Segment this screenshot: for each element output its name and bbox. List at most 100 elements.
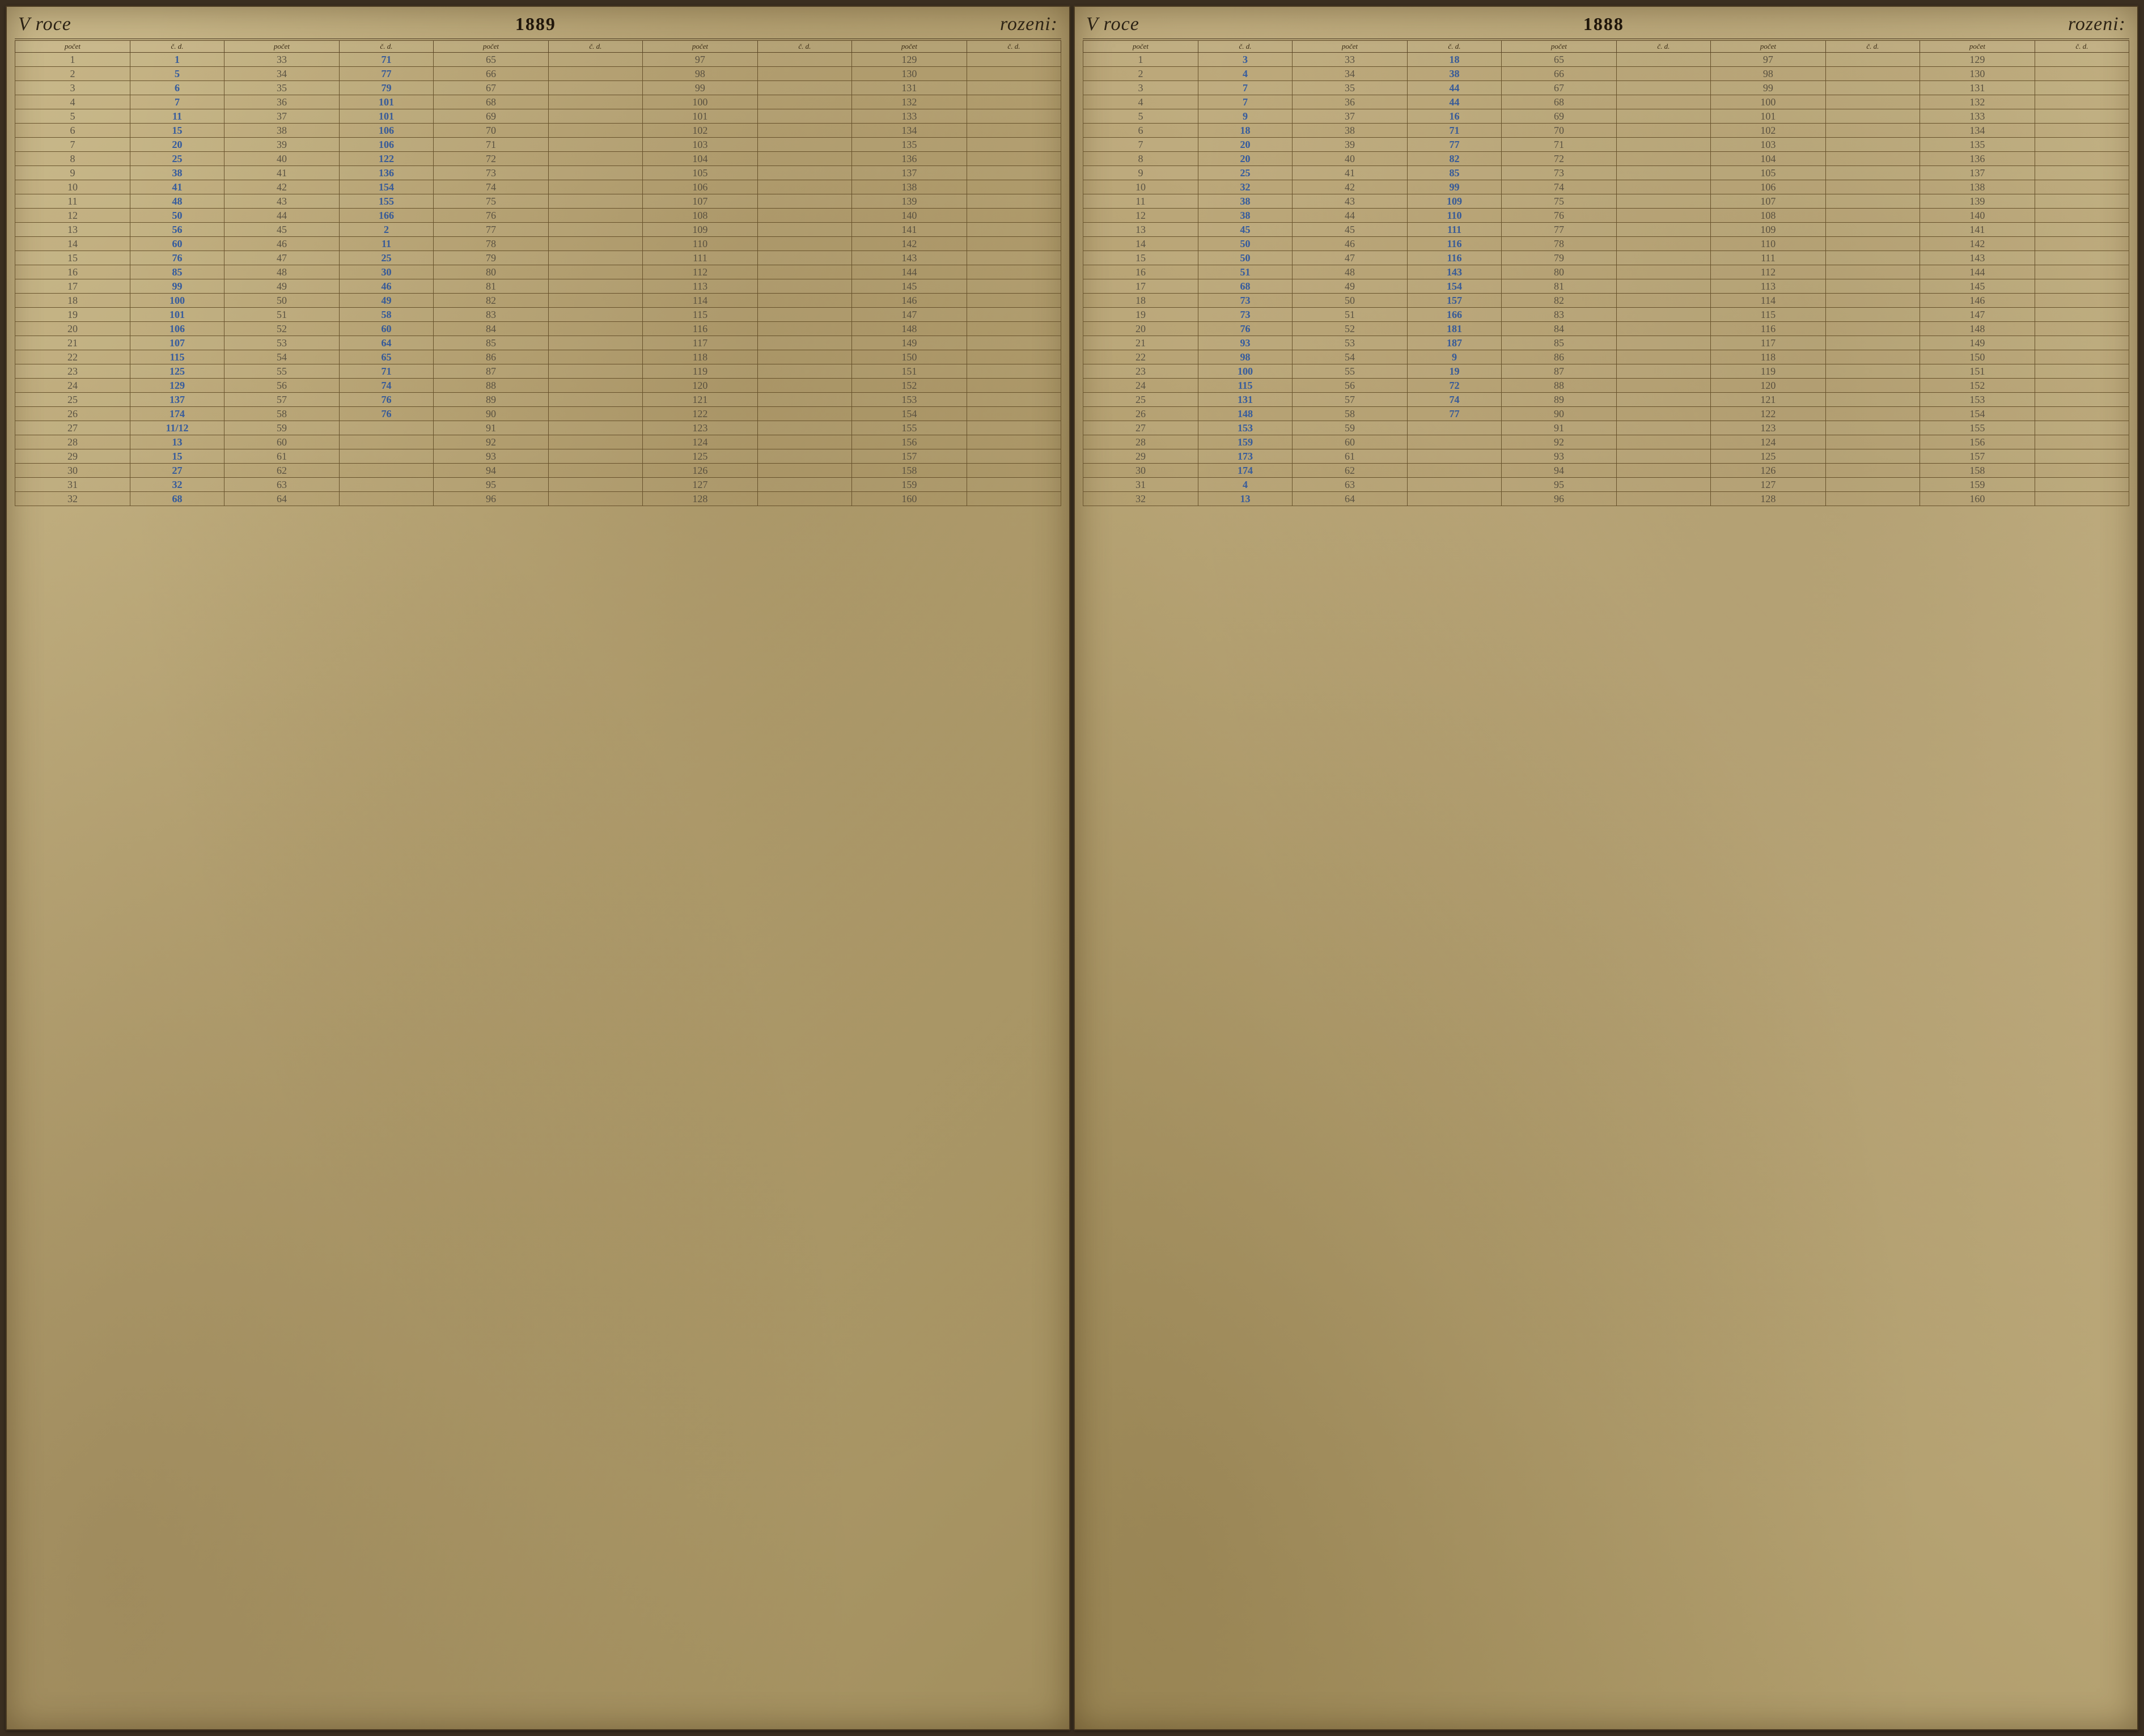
cell-cd: 76 [130,251,224,265]
cell-pocet: 5 [15,109,130,124]
cell-cd: 71 [339,364,433,379]
cell-pocet: 80 [1501,265,1616,279]
cell-cd [2035,478,2129,492]
hdr-cd: č. d. [548,41,642,53]
cell-pocet: 106 [1710,180,1825,194]
cell-cd [548,152,642,166]
cell-pocet: 148 [851,322,967,336]
cell-pocet: 51 [1292,308,1407,322]
cell-cd [2035,152,2129,166]
cell-cd [1616,393,1710,407]
cell-cd [2035,279,2129,294]
ledger-table-left: počet č. d. počet č. d. počet č. d. poče… [15,40,1061,506]
cell-pocet: 62 [224,464,339,478]
cell-cd: 15 [130,124,224,138]
cell-pocet: 120 [1710,379,1825,393]
cell-cd: 50 [1198,237,1292,251]
cell-pocet: 53 [1292,336,1407,350]
cell-pocet: 9 [15,166,130,180]
cell-cd [548,322,642,336]
cell-cd [1825,308,1920,322]
title-word1-right: V roce [1086,14,1139,35]
cell-cd [1407,421,1501,435]
table-row: 59371669101133 [1083,109,2129,124]
cell-pocet: 156 [851,435,967,449]
cell-pocet: 86 [433,350,548,364]
cell-cd [2035,421,2129,435]
cell-pocet: 154 [1920,407,2035,421]
cell-cd: 125 [130,364,224,379]
ledger-body-left: 1133716597129253477669813036357967991314… [15,53,1061,506]
cell-pocet: 56 [224,379,339,393]
cell-cd: 153 [1198,421,1292,435]
cell-pocet: 155 [1920,421,2035,435]
cell-cd [1616,138,1710,152]
cell-pocet: 124 [1710,435,1825,449]
cell-cd: 100 [1198,364,1292,379]
cell-cd [1825,194,1920,209]
cell-cd [967,138,1061,152]
cell-cd [1825,223,1920,237]
cell-pocet: 34 [224,67,339,81]
cell-pocet: 7 [1083,138,1198,152]
cell-pocet: 116 [642,322,757,336]
cell-cd [757,251,851,265]
cell-cd [2035,109,2129,124]
cell-cd [1825,279,1920,294]
cell-cd: 173 [1198,449,1292,464]
cell-pocet: 66 [1501,67,1616,81]
page-right: V roce 1888 rozeni: počet č. d. počet č.… [1074,6,2138,1730]
hdr-pocet: počet [642,41,757,53]
cell-cd [2035,166,2129,180]
cell-cd [2035,364,2129,379]
cell-pocet: 48 [1292,265,1407,279]
cell-cd [1407,492,1501,506]
table-row: 1799494681113145 [15,279,1061,294]
cell-pocet: 31 [15,478,130,492]
cell-cd [1616,180,1710,194]
cell-pocet: 13 [15,223,130,237]
cell-pocet: 128 [642,492,757,506]
cell-pocet: 152 [851,379,967,393]
cell-pocet: 115 [642,308,757,322]
cell-cd [1825,379,1920,393]
cell-cd [548,251,642,265]
cell-cd [967,180,1061,194]
cell-cd [339,449,433,464]
cell-cd [1825,53,1920,67]
cell-cd [2035,265,2129,279]
cell-pocet: 160 [851,492,967,506]
cell-cd: 49 [339,294,433,308]
table-row: 1333186597129 [1083,53,2129,67]
cell-pocet: 89 [433,393,548,407]
cell-pocet: 119 [642,364,757,379]
cell-pocet: 118 [642,350,757,364]
cell-pocet: 47 [1292,251,1407,265]
cell-cd [967,223,1061,237]
cell-cd [1825,464,1920,478]
cell-cd: 148 [1198,407,1292,421]
cell-cd [967,124,1061,138]
title-row-left: V roce 1889 rozeni: [15,12,1061,39]
cell-pocet: 4 [15,95,130,109]
cell-pocet: 34 [1292,67,1407,81]
table-row: 20106526084116148 [15,322,1061,336]
cell-pocet: 134 [851,124,967,138]
title-word2-left: rozeni: [1000,14,1058,35]
header-row-right: počet č. d. počet č. d. počet č. d. poče… [1083,41,2129,53]
cell-cd [548,109,642,124]
cell-cd [1825,251,1920,265]
cell-cd: 73 [1198,308,1292,322]
cell-cd: 76 [339,407,433,421]
table-row: 23100551987119151 [1083,364,2129,379]
table-row: 20765218184116148 [1083,322,2129,336]
cell-pocet: 38 [1292,124,1407,138]
cell-pocet: 72 [1501,152,1616,166]
cell-pocet: 142 [851,237,967,251]
table-row: 5113710169101133 [15,109,1061,124]
cell-cd: 3 [1198,53,1292,67]
table-row: 18735015782114146 [1083,294,2129,308]
cell-pocet: 117 [1710,336,1825,350]
cell-cd: 93 [1198,336,1292,350]
cell-cd: 76 [1198,322,1292,336]
